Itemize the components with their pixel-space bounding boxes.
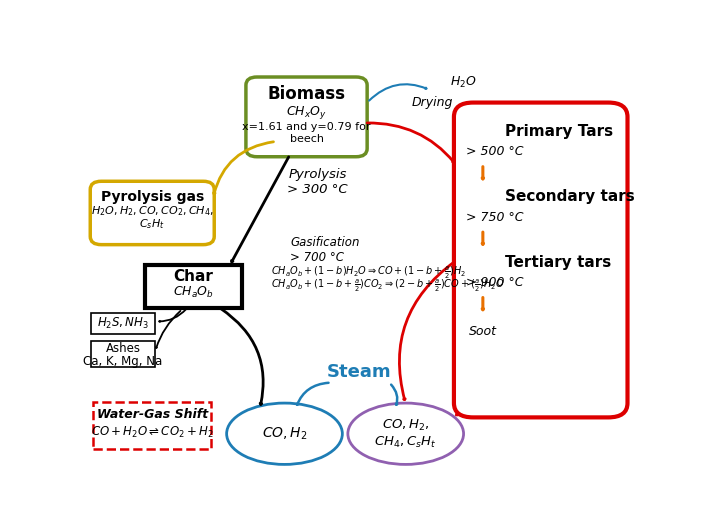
Bar <box>145 265 242 308</box>
Text: $H_2S, NH_3$: $H_2S, NH_3$ <box>97 316 149 331</box>
Text: Primary Tars: Primary Tars <box>505 124 613 139</box>
Text: beech: beech <box>289 134 324 144</box>
Text: Soot: Soot <box>469 325 497 338</box>
Text: $H_2O$: $H_2O$ <box>450 74 476 90</box>
Text: $CO, H_2,$: $CO, H_2,$ <box>382 418 429 433</box>
Bar <box>91 313 155 334</box>
FancyBboxPatch shape <box>90 181 214 245</box>
Text: $H_2O, H_2, CO, CO_2, CH_4,$: $H_2O, H_2, CO, CO_2, CH_4,$ <box>91 204 214 218</box>
Text: Pyrolysis
> 300 °C: Pyrolysis > 300 °C <box>287 168 348 196</box>
Text: $CH_aO_b$: $CH_aO_b$ <box>173 285 214 300</box>
Text: $C_sH_t$: $C_sH_t$ <box>139 217 165 231</box>
Text: $CH_aO_b + (1-b)H_2O \Rightarrow CO + (1-b+\frac{a}{2})H_2$: $CH_aO_b + (1-b)H_2O \Rightarrow CO + (1… <box>271 264 466 281</box>
Text: > 500 °C: > 500 °C <box>466 145 524 158</box>
Bar <box>91 341 155 367</box>
Text: $CH_4, C_sH_t$: $CH_4, C_sH_t$ <box>375 435 437 450</box>
Text: > 750 °C: > 750 °C <box>466 211 524 224</box>
Ellipse shape <box>348 403 464 465</box>
Text: $CO, H_2$: $CO, H_2$ <box>262 425 307 442</box>
Text: Steam: Steam <box>326 363 391 381</box>
Text: Secondary tars: Secondary tars <box>505 189 635 204</box>
Text: Ca, K, Mg, Na: Ca, K, Mg, Na <box>83 355 163 368</box>
Bar <box>93 402 211 449</box>
Text: $CH_aO_b + (1-b+\frac{a}{2})CO_2 \Rightarrow (2-b+\frac{a}{2})CO + (\frac{a}{2}): $CH_aO_b + (1-b+\frac{a}{2})CO_2 \Righta… <box>271 277 505 294</box>
Text: > 900 °C: > 900 °C <box>466 276 524 289</box>
Text: Water-Gas Shift: Water-Gas Shift <box>97 408 208 421</box>
Text: Tertiary tars: Tertiary tars <box>505 254 611 270</box>
Text: Drying: Drying <box>411 96 453 109</box>
FancyBboxPatch shape <box>454 102 628 417</box>
Text: Biomass: Biomass <box>267 85 346 104</box>
Text: $CO + H_2O \rightleftharpoons CO_2 + H_2$: $CO + H_2O \rightleftharpoons CO_2 + H_2… <box>91 425 213 441</box>
Text: Ashes: Ashes <box>105 342 141 355</box>
FancyBboxPatch shape <box>246 77 367 157</box>
Text: x=1.61 and y=0.79 for: x=1.61 and y=0.79 for <box>242 122 370 132</box>
Text: Char: Char <box>173 269 213 284</box>
Text: $CH_xO_y$: $CH_xO_y$ <box>286 104 327 121</box>
Ellipse shape <box>227 403 343 465</box>
Text: Pyrolysis gas: Pyrolysis gas <box>101 191 204 204</box>
Text: Gasification
> 700 °C: Gasification > 700 °C <box>290 236 360 264</box>
